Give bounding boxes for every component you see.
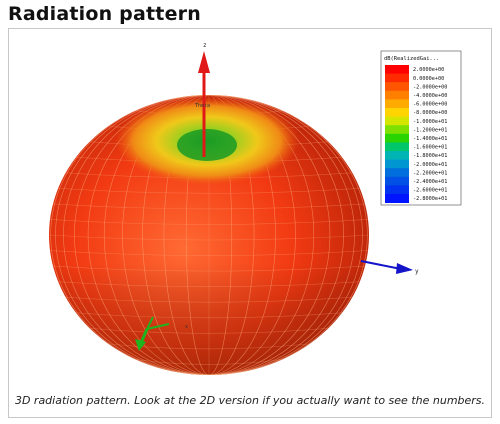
legend-value: 0.0000e+00 [413, 76, 444, 82]
legend-swatch [385, 142, 409, 152]
figure-caption: 3D radiation pattern. Look at the 2D ver… [14, 394, 486, 407]
legend-swatch [385, 116, 409, 126]
legend-value: -2.0000e+01 [413, 162, 447, 168]
color-legend: dB(RealizedGai... 2.0000e+00 0.0000e+00 -2… [380, 50, 462, 206]
legend-value: -2.0000e+00 [413, 84, 447, 90]
legend-swatch [385, 194, 409, 203]
x-axis: x [135, 316, 188, 351]
legend-swatch [385, 151, 409, 160]
legend-swatch [385, 185, 409, 195]
legend-value: -1.2000e+01 [413, 127, 447, 133]
legend-value: -2.4000e+01 [413, 179, 447, 185]
legend-value: -2.8000e+01 [413, 196, 447, 202]
x-axis-label: x [185, 324, 188, 330]
y-axis-label: y [415, 268, 419, 275]
legend-swatch [385, 168, 409, 178]
legend-value: 2.0000e+00 [413, 67, 444, 73]
legend-swatch [385, 73, 409, 83]
legend-swatch [385, 125, 409, 135]
y-axis: y [360, 260, 419, 275]
legend-value: -1.8000e+01 [413, 153, 447, 159]
theta-marker-label: Theta [195, 103, 210, 109]
legend-swatch [385, 176, 409, 186]
legend-swatch [385, 159, 409, 169]
legend-value: -1.6000e+01 [413, 145, 447, 151]
page-title: Radiation pattern [8, 3, 201, 25]
legend-swatch [385, 99, 409, 109]
legend-value: -1.0000e+01 [413, 119, 447, 125]
figure-frame: z Theta y x dB(RealizedGai... 2.0000e+00… [8, 28, 492, 418]
legend-swatch [385, 82, 409, 92]
legend-swatch [385, 90, 409, 100]
legend-value: -8.0000e+00 [413, 110, 447, 116]
pattern-mesh [49, 95, 369, 375]
legend-value: -2.2000e+01 [413, 170, 447, 176]
z-axis: z Theta [195, 42, 210, 157]
legend-title: dB(RealizedGai... [384, 56, 439, 62]
radiation-pattern-plot: z Theta y x dB(RealizedGai... 2.0000e+00… [49, 42, 462, 375]
z-axis-label: z [203, 42, 207, 49]
legend-value: -1.4000e+01 [413, 136, 447, 142]
legend-swatch [385, 65, 409, 74]
legend-value: -6.0000e+00 [413, 102, 447, 108]
legend-value: -4.0000e+00 [413, 93, 447, 99]
legend-swatch [385, 108, 409, 117]
legend-value: -2.6000e+01 [413, 188, 447, 194]
legend-swatch [385, 133, 409, 143]
